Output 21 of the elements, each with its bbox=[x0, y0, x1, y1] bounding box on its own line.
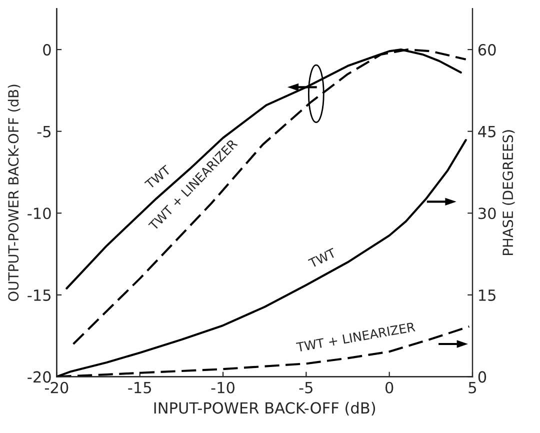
x-tick-label: 5 bbox=[468, 382, 476, 394]
y2-tick-label: 30 bbox=[478, 208, 496, 220]
x-axis-title: INPUT-POWER BACK-OFF (dB) bbox=[154, 402, 376, 416]
y2-tick-label: 0 bbox=[478, 371, 486, 383]
x-tick-label: -10 bbox=[211, 382, 234, 394]
y-tick-label: -15 bbox=[28, 290, 51, 301]
x-tick-label: 0 bbox=[385, 382, 394, 394]
y2-tick-label: 15 bbox=[479, 290, 496, 301]
y-tick-label: 0 bbox=[43, 44, 51, 56]
y-tick-label: -5 bbox=[37, 126, 51, 138]
y2-axis-title: PHASE (DEGREES) bbox=[502, 130, 515, 256]
x-tick-label: -15 bbox=[128, 382, 152, 394]
x-tick-label: -5 bbox=[299, 382, 312, 394]
y-tick-label: -20 bbox=[28, 371, 51, 383]
y2-tick-label: 45 bbox=[478, 126, 496, 138]
x-tick-label: -20 bbox=[44, 382, 68, 394]
y2-tick-label: 60 bbox=[478, 44, 496, 56]
annotation: TWT bbox=[308, 248, 337, 268]
y-tick-label: -10 bbox=[28, 208, 51, 220]
y-axis-title: OUTPUT-POWER BACK-OFF (dB) bbox=[8, 84, 20, 302]
annotation: TWT + LINEARIZER bbox=[296, 322, 416, 352]
